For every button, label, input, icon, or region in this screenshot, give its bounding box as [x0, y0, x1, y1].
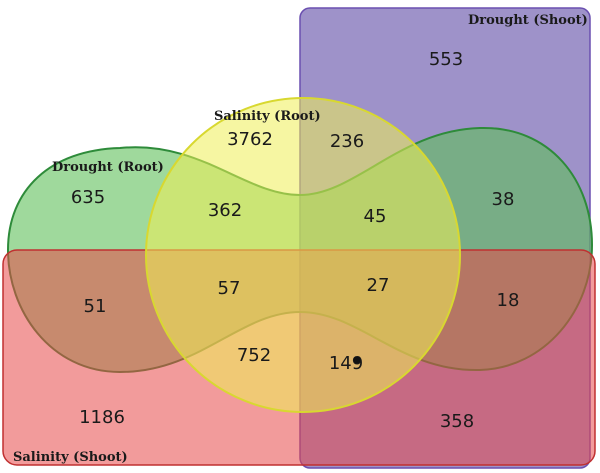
count-ds-ss: 358	[440, 411, 474, 432]
count-sr-ds: 236	[330, 131, 364, 152]
count-dr-sr: 362	[208, 200, 242, 221]
dot-marker	[353, 356, 361, 364]
label-drought-root: Drought (Root)	[52, 160, 164, 175]
count-dr-ss: 51	[84, 296, 107, 317]
count-dr-sr-ss: 57	[218, 278, 241, 299]
count-dr-ss-ds: 18	[497, 290, 520, 311]
count-ds-only: 553	[429, 49, 463, 70]
label-salinity-shoot: Salinity (Shoot)	[13, 450, 128, 465]
label-drought-shoot: Drought (Shoot)	[468, 13, 588, 28]
count-all-four: 27	[367, 275, 390, 296]
count-dr-only: 635	[71, 187, 105, 208]
count-sr-only: 3762	[227, 129, 273, 150]
count-dr-sr-ds: 45	[364, 206, 387, 227]
set-salinity-root	[145, 97, 461, 413]
count-sr-ss: 752	[237, 345, 271, 366]
count-ss-only: 1186	[79, 407, 125, 428]
count-sr-ss-ds: 149	[329, 353, 363, 374]
count-dr-ds: 38	[492, 189, 515, 210]
label-salinity-root: Salinity (Root)	[214, 109, 321, 124]
